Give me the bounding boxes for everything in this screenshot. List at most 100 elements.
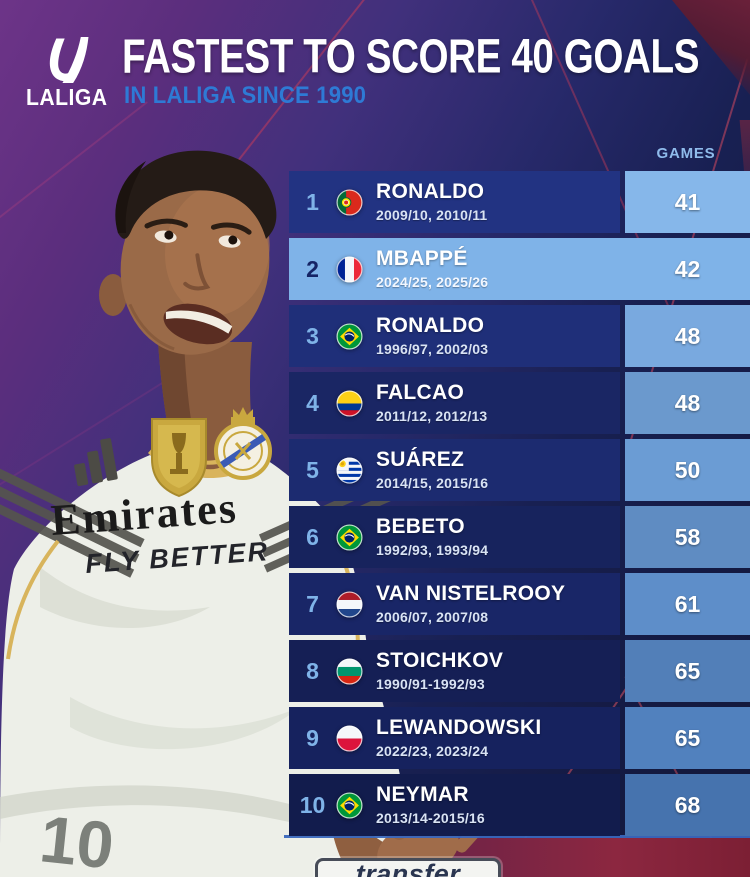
table-row: 1 RONALDO 2009/10, 2010/11 41 [289, 171, 750, 233]
player-text: SUÁREZ 2014/15, 2015/16 [376, 448, 489, 491]
player-cell: 9 LEWANDOWSKI 2022/23, 2023/24 [289, 707, 620, 769]
games-cell: 65 [625, 640, 750, 702]
table-row: 4 FALCAO 2011/12, 2012/13 48 [289, 372, 750, 434]
player-seasons: 2011/12, 2012/13 [376, 407, 488, 424]
player-cell: 3 RONALDO 1996/97, 2002/03 [289, 305, 620, 367]
player-name: RONALDO [376, 314, 485, 338]
games-cell: 48 [625, 305, 750, 367]
flag-icon [336, 188, 363, 216]
rank-number: 10 [299, 791, 326, 818]
flag-icon [336, 657, 363, 685]
games-cell: 65 [625, 707, 750, 769]
games-cell: 61 [625, 573, 750, 635]
table-row: 5 SUÁREZ 2014/15, 2015/16 50 [289, 439, 750, 501]
page-subtitle: IN LALIGA SINCE 1990 [124, 82, 367, 109]
laliga-wordmark: LALIGA [26, 84, 108, 110]
games-value: 68 [674, 791, 701, 818]
player-text: RONALDO 2009/10, 2010/11 [376, 180, 488, 223]
player-cell: 5 SUÁREZ 2014/15, 2015/16 [289, 439, 620, 501]
table-row: 6 BEBETO 1992/93, 1993/94 58 [289, 506, 750, 568]
brazil-flag-icon [336, 791, 363, 819]
watermark-text: transfer [355, 859, 461, 877]
rank-number: 4 [306, 389, 319, 416]
rank-number: 3 [306, 322, 319, 349]
games-value: 41 [674, 188, 701, 215]
player-text: BEBETO 1992/93, 1993/94 [376, 515, 489, 558]
player-seasons: 2006/07, 2007/08 [376, 608, 489, 625]
player-cell: 10 NEYMAR 2013/14-2015/16 [289, 774, 620, 836]
games-value: 48 [674, 322, 701, 349]
table-row: 9 LEWANDOWSKI 2022/23, 2023/24 65 [289, 707, 750, 769]
player-name: BEBETO [376, 515, 465, 539]
table-row: 10 NEYMAR 2013/14-2015/16 68 [289, 774, 750, 836]
player-seasons: 2013/14-2015/16 [376, 809, 485, 826]
games-cell: 41 [625, 171, 750, 233]
games-cell: 42 [625, 238, 750, 300]
player-seasons: 2009/10, 2010/11 [376, 206, 488, 223]
player-text: RONALDO 1996/97, 2002/03 [376, 314, 489, 357]
rank-number: 7 [306, 590, 319, 617]
player-name: RONALDO [376, 180, 485, 204]
player-cell: 7 VAN NISTELROOY 2006/07, 2007/08 [289, 573, 620, 635]
svg-text:10: 10 [37, 801, 118, 877]
player-name: STOICHKOV [376, 649, 504, 673]
player-name: LEWANDOWSKI [376, 716, 542, 740]
player-text: MBAPPÉ 2024/25, 2025/26 [376, 248, 489, 290]
games-value: 65 [674, 724, 701, 751]
player-name: VAN NISTELROOY [376, 582, 566, 606]
portugal-flag-icon [336, 188, 363, 216]
table-row: 7 VAN NISTELROOY 2006/07, 2007/08 61 [289, 573, 750, 635]
player-seasons: 2014/15, 2015/16 [376, 474, 489, 491]
table-row: 2 MBAPPÉ 2024/25, 2025/26 42 [289, 238, 750, 300]
brazil-flag-icon [336, 523, 363, 551]
netherlands-flag-icon [336, 590, 363, 618]
player-seasons: 1996/97, 2002/03 [376, 340, 489, 357]
games-cell: 58 [625, 506, 750, 568]
player-name: FALCAO [376, 381, 465, 405]
games-value: 65 [674, 657, 701, 684]
player-text: FALCAO 2011/12, 2012/13 [376, 381, 488, 424]
page-title: FASTEST TO SCORE 40 GOALS [122, 28, 700, 83]
player-text: LEWANDOWSKI 2022/23, 2023/24 [376, 716, 542, 759]
brazil-flag-icon [336, 322, 363, 350]
player-seasons: 1992/93, 1993/94 [376, 541, 489, 558]
rank-number: 8 [306, 657, 319, 684]
flag-icon [336, 590, 363, 618]
rank-number: 2 [306, 255, 319, 282]
player-text: STOICHKOV 1990/91-1992/93 [376, 649, 504, 692]
france-flag-icon [336, 255, 363, 283]
player-text: VAN NISTELROOY 2006/07, 2007/08 [376, 582, 566, 625]
games-cell: 48 [625, 372, 750, 434]
table-bottom-border [284, 835, 750, 838]
flag-icon [336, 456, 363, 484]
player-cell: 8 STOICHKOV 1990/91-1992/93 [289, 640, 620, 702]
rank-number: 5 [306, 456, 319, 483]
uruguay-flag-icon [336, 456, 363, 484]
colombia-flag-icon [336, 389, 363, 417]
player-cell: 6 BEBETO 1992/93, 1993/94 [289, 506, 620, 568]
games-value: 50 [674, 456, 701, 483]
games-value: 48 [674, 389, 701, 416]
ranking-table: 1 RONALDO 2009/10, 2010/11 41 2 MBAPPÉ 2… [289, 171, 750, 836]
table-row: 3 RONALDO 1996/97, 2002/03 48 [289, 305, 750, 367]
games-value: 61 [674, 590, 701, 617]
player-name: NEYMAR [376, 783, 469, 807]
table-row: 8 STOICHKOV 1990/91-1992/93 65 [289, 640, 750, 702]
player-cell: 2 MBAPPÉ 2024/25, 2025/26 [289, 238, 620, 300]
player-name: SUÁREZ [376, 448, 465, 472]
flag-icon [336, 724, 363, 752]
rank-number: 1 [306, 188, 319, 215]
bulgaria-flag-icon [336, 657, 363, 685]
player-cell: 4 FALCAO 2011/12, 2012/13 [289, 372, 620, 434]
player-seasons: 1990/91-1992/93 [376, 675, 485, 692]
games-value: 42 [674, 255, 701, 282]
flag-icon [336, 389, 363, 417]
games-cell: 68 [625, 774, 750, 836]
player-text: NEYMAR 2013/14-2015/16 [376, 783, 485, 826]
laliga-logo-icon [49, 37, 89, 83]
flag-icon [336, 255, 363, 283]
player-seasons: 2024/25, 2025/26 [376, 273, 489, 290]
flag-icon [336, 322, 363, 350]
watermark-logo: transfer [315, 858, 501, 877]
